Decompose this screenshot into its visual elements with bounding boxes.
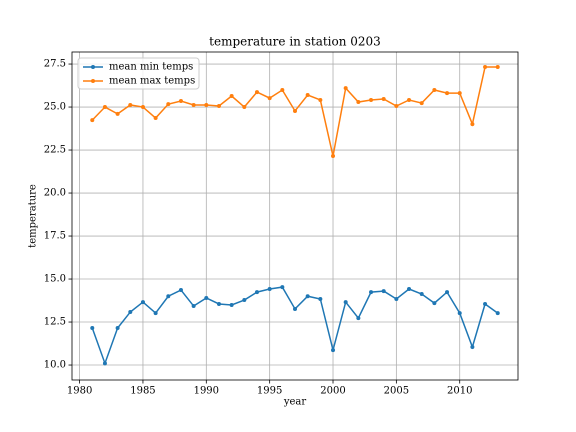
data-point <box>293 306 297 311</box>
data-point <box>242 298 247 303</box>
data-point <box>102 105 107 110</box>
x-tick-label: 2010 <box>447 386 472 397</box>
data-point <box>153 116 158 121</box>
data-point <box>331 154 336 159</box>
legend: mean min temps mean max temps <box>77 57 200 90</box>
y-tick-label: 25.0 <box>44 102 66 113</box>
data-point <box>394 104 399 109</box>
data-point <box>204 295 209 300</box>
data-point <box>254 90 259 95</box>
data-point <box>128 102 133 107</box>
data-point <box>495 311 500 316</box>
data-point <box>394 296 399 301</box>
data-point <box>445 91 450 96</box>
y-tick-label: 10.0 <box>44 360 66 371</box>
legend-marker <box>91 65 95 69</box>
y-tick-label: 27.5 <box>44 59 66 70</box>
data-point <box>381 289 386 294</box>
data-point <box>356 100 361 105</box>
data-point <box>457 311 462 316</box>
y-tick-label: 12.5 <box>44 317 66 328</box>
data-point <box>166 102 171 107</box>
data-point <box>381 96 386 101</box>
x-tick-label: 1980 <box>67 386 92 397</box>
data-point <box>331 348 336 353</box>
data-point <box>495 64 500 69</box>
data-point <box>432 301 437 306</box>
y-tick-label: 17.5 <box>44 231 66 242</box>
data-point <box>280 285 285 290</box>
data-point <box>280 88 285 93</box>
data-point <box>305 294 310 299</box>
x-tick-label: 2000 <box>320 386 345 397</box>
data-point <box>254 290 259 295</box>
data-point <box>229 303 234 308</box>
data-point <box>128 310 133 315</box>
data-point <box>318 97 323 102</box>
data-point <box>178 99 183 104</box>
chart-title: temperature in station 0203 <box>209 35 381 49</box>
data-point <box>457 91 462 96</box>
data-point <box>369 97 374 102</box>
y-tick-label: 22.5 <box>44 145 66 156</box>
data-point <box>140 105 145 110</box>
data-point <box>343 300 348 305</box>
data-point <box>407 287 412 292</box>
data-point <box>115 326 120 331</box>
data-point <box>267 287 272 292</box>
legend-label: mean min temps <box>109 62 193 73</box>
data-point <box>191 102 196 107</box>
y-tick-label: 20.0 <box>44 188 66 199</box>
data-point <box>343 86 348 91</box>
data-point <box>102 361 107 366</box>
data-point <box>153 311 158 316</box>
data-point <box>369 290 374 295</box>
data-point <box>115 111 120 116</box>
data-point <box>90 118 95 123</box>
y-tick-label: 15.0 <box>44 274 66 285</box>
data-point <box>216 301 221 306</box>
data-point <box>445 290 450 295</box>
x-tick-label: 1995 <box>257 386 282 397</box>
data-point <box>356 316 361 321</box>
data-point <box>191 304 196 309</box>
legend-box <box>77 57 200 90</box>
data-point <box>90 326 95 331</box>
data-point <box>470 122 475 127</box>
data-point <box>204 102 209 107</box>
data-point <box>483 301 488 306</box>
data-point <box>318 296 323 301</box>
data-point <box>419 101 424 106</box>
data-point <box>267 96 272 101</box>
x-axis-label: year <box>283 397 307 408</box>
data-point <box>407 97 412 102</box>
x-tick-label: 2005 <box>384 386 409 397</box>
legend-label: mean max temps <box>109 76 195 87</box>
data-point <box>419 292 424 297</box>
data-point <box>305 92 310 97</box>
x-tick-label: 1990 <box>194 386 219 397</box>
x-tick-label: 1985 <box>130 386 155 397</box>
plot-frame <box>71 51 519 381</box>
data-point <box>293 108 297 113</box>
data-point <box>470 344 475 349</box>
data-point <box>178 288 183 293</box>
data-point <box>483 64 488 69</box>
data-point <box>242 105 247 110</box>
data-point <box>140 300 145 305</box>
data-point <box>432 88 437 93</box>
data-point <box>166 294 171 299</box>
data-point <box>229 94 234 99</box>
y-axis-label: temperature <box>28 184 39 248</box>
data-point <box>216 104 221 109</box>
legend-marker <box>91 79 95 83</box>
